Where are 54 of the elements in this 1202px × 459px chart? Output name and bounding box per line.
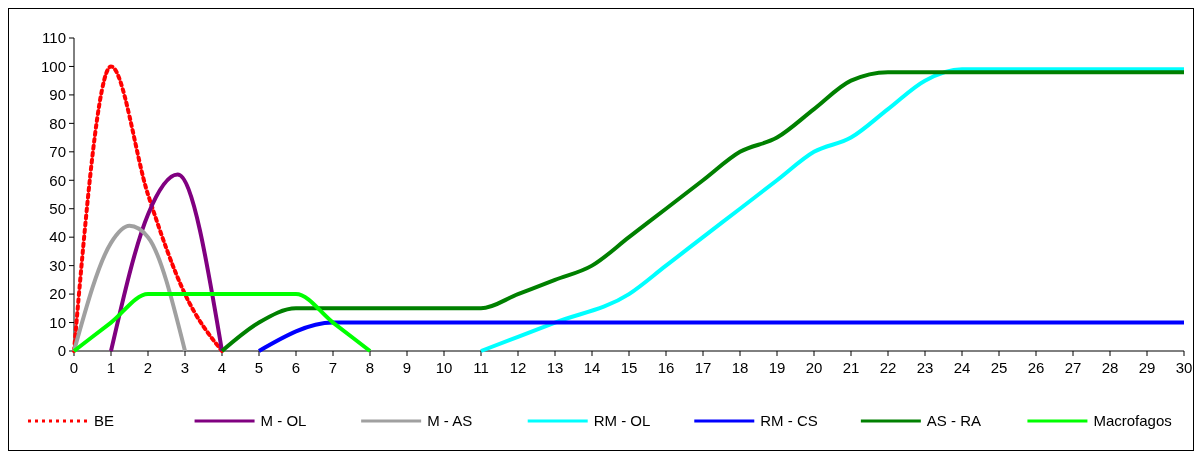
- line-series: [479, 67, 1186, 353]
- x-tick-label: 2: [143, 359, 153, 376]
- x-tick-label: 0: [69, 359, 79, 376]
- x-tick-label: 14: [583, 359, 601, 376]
- legend-label: BE: [94, 412, 115, 430]
- line-series: [72, 223, 187, 353]
- x-tick-label: 16: [657, 359, 675, 376]
- y-tick-label: 100: [40, 57, 66, 75]
- legend-label: Macrofagos: [1093, 412, 1172, 430]
- x-tick-label: 25: [990, 359, 1008, 376]
- legend-label: M - OL: [260, 412, 307, 430]
- x-tick-label: 17: [694, 359, 712, 376]
- x-tick-label: 29: [1138, 359, 1156, 376]
- y-tick-label: 50: [49, 199, 66, 217]
- x-tick-label: 23: [916, 359, 934, 376]
- x-tick-label: 11: [473, 359, 489, 376]
- x-tick-label: 1: [106, 359, 116, 376]
- x-tick-label: 27: [1064, 359, 1082, 376]
- x-tick-label: 4: [217, 359, 227, 376]
- x-tick-label: 26: [1027, 359, 1045, 376]
- x-tick-label: 30: [1175, 359, 1193, 376]
- y-tick-label: 80: [49, 114, 66, 132]
- x-tick-label: 24: [953, 359, 971, 376]
- y-tick-label: 30: [49, 256, 66, 274]
- x-tick-label: 15: [620, 359, 638, 376]
- y-tick-label: 60: [49, 171, 66, 189]
- legend-label: RM - OL: [593, 412, 651, 430]
- x-tick-label: 22: [879, 359, 897, 376]
- x-tick-label: 20: [805, 359, 823, 376]
- line-series: [72, 64, 224, 353]
- y-tick-label: 70: [49, 143, 66, 161]
- x-tick-label: 13: [546, 359, 564, 376]
- x-tick-label: 21: [842, 359, 860, 376]
- y-tick-label: 40: [49, 228, 66, 246]
- x-tick-label: 19: [768, 359, 786, 376]
- y-tick-label: 0: [57, 342, 66, 360]
- y-tick-label: 20: [49, 285, 66, 303]
- x-tick-label: 8: [365, 359, 375, 376]
- y-tick-label: 10: [49, 313, 66, 331]
- x-tick-label: 12: [509, 359, 527, 376]
- legend-label: AS - RA: [926, 412, 982, 430]
- y-tick-label: 110: [42, 29, 66, 47]
- x-tick-label: 10: [435, 359, 453, 376]
- x-tick-label: 28: [1101, 359, 1119, 376]
- line-series: [220, 70, 1186, 353]
- legend-label: RM - CS: [760, 412, 818, 430]
- x-tick-label: 6: [291, 359, 301, 376]
- x-tick-label: 18: [731, 359, 749, 376]
- legend-label: M - AS: [427, 412, 473, 430]
- x-tick-label: 5: [254, 359, 264, 376]
- x-tick-label: 9: [402, 359, 412, 376]
- x-tick-label: 7: [328, 359, 338, 376]
- y-tick-label: 90: [49, 86, 66, 104]
- x-tick-label: 3: [180, 359, 190, 376]
